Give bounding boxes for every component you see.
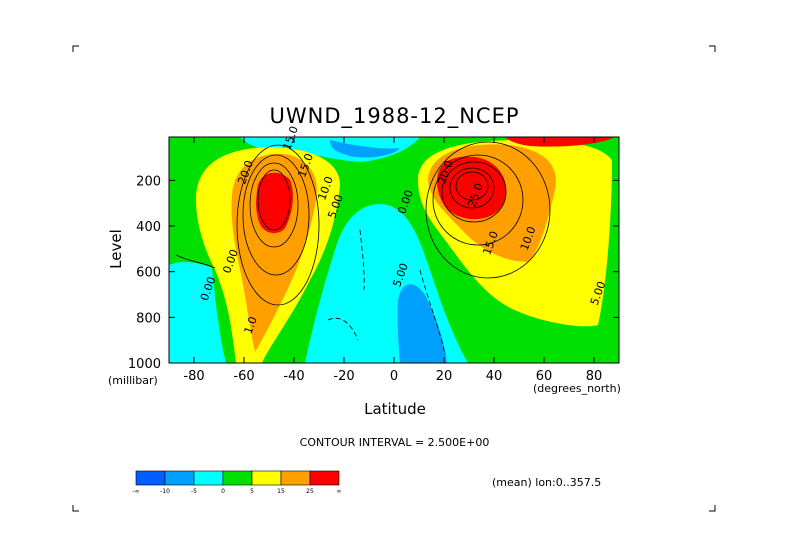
colorbar-swatch [164,470,195,486]
field-red-south [256,172,293,234]
y-axis-unit: (millibar) [108,374,158,387]
corner-mark-tr [709,45,716,52]
mean-longitude-text: (mean) lon:0..357.5 [492,476,602,489]
x-tick-label: 80 [586,369,603,384]
colorbar-label: -∞ [132,488,139,495]
chart-title: UWND_1988-12_NCEP [269,104,520,128]
y-tick-label: 800 [136,311,161,326]
colorbar-label: -5 [191,488,197,495]
colorbar-label: -10 [160,488,170,495]
colorbar-swatch [222,470,253,486]
contour-label: 1.0 [242,315,260,336]
field-cyan-left [169,262,226,363]
colorbar-label: 25 [306,488,314,495]
colorbar-swatch [193,470,224,486]
corner-mark-tl [72,45,79,52]
colorbar: -∞ -10 -5 0 5 15 25 ∞ [132,470,342,495]
x-tick-label: 40 [486,369,503,384]
colorbar-swatch [280,470,311,486]
corner-mark-bl [72,505,79,512]
y-tick-label: 1000 [128,357,161,372]
heatmap-fields [169,137,619,363]
x-axis: -80 -60 -40 -20 0 20 40 60 80 [183,137,602,384]
x-tick-label: -80 [183,369,204,384]
colorbar-swatch [135,470,166,486]
x-axis-unit: (degrees_north) [533,382,621,395]
field-blue-center [397,284,447,363]
x-tick-label: 20 [436,369,453,384]
field-red-top [505,137,615,147]
field-blue-top [330,140,400,158]
x-tick-label: -60 [233,369,254,384]
colorbar-label: 15 [277,488,285,495]
y-axis-label: Level [107,229,125,269]
colorbar-swatch [309,470,340,486]
x-tick-label: -40 [283,369,304,384]
contour-interval-text: CONTOUR INTERVAL = 2.500E+00 [299,436,490,449]
corner-mark-br [709,505,716,512]
field-red-north [437,156,507,220]
y-tick-label: 600 [136,266,161,281]
colorbar-swatch [251,470,282,486]
colorbar-label: ∞ [337,488,342,495]
x-axis-label: Latitude [364,400,426,418]
y-tick-label: 200 [136,174,161,189]
contour-lines [175,141,551,356]
colorbar-label: 0 [221,488,225,495]
x-tick-label: 60 [536,369,553,384]
colorbar-label: 5 [250,488,254,495]
field-orange-south [231,153,317,352]
y-tick-label: 400 [136,220,161,235]
y-axis: 200 400 600 800 1000 [128,174,619,372]
x-tick-label: -20 [333,369,354,384]
x-tick-label: 0 [390,369,398,384]
